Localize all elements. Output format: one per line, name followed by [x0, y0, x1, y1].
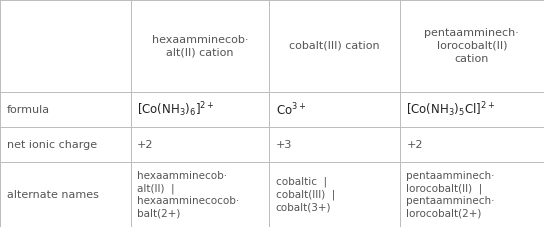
Text: +3: +3 [276, 140, 292, 150]
Text: cobalt(III) cation: cobalt(III) cation [289, 41, 380, 51]
Text: net ionic charge: net ionic charge [7, 140, 97, 150]
Text: pentaamminech·
lorocobalt(II)  |
pentaamminech·
lorocobalt(2+): pentaamminech· lorocobalt(II) | pentaamm… [406, 171, 495, 219]
Text: +2: +2 [137, 140, 153, 150]
Text: $[\mathrm{Co(NH_3)_5Cl}]^{2+}$: $[\mathrm{Co(NH_3)_5Cl}]^{2+}$ [406, 100, 496, 119]
Text: alternate names: alternate names [7, 190, 98, 200]
Text: formula: formula [7, 104, 50, 115]
Text: $[\mathrm{Co(NH_3)_6}]^{2+}$: $[\mathrm{Co(NH_3)_6}]^{2+}$ [137, 100, 215, 119]
Text: hexaamminecob·
alt(II) cation: hexaamminecob· alt(II) cation [152, 35, 248, 57]
Text: +2: +2 [406, 140, 423, 150]
Text: pentaamminech·
lorocobalt(II)
cation: pentaamminech· lorocobalt(II) cation [424, 28, 520, 64]
Text: $\mathrm{Co}^{3+}$: $\mathrm{Co}^{3+}$ [276, 101, 306, 118]
Text: hexaamminecob·
alt(II)  |
hexaamminecocob·
balt(2+): hexaamminecob· alt(II) | hexaamminecocob… [137, 171, 239, 219]
Text: cobaltic  |
cobalt(III)  |
cobalt(3+): cobaltic | cobalt(III) | cobalt(3+) [276, 177, 335, 212]
